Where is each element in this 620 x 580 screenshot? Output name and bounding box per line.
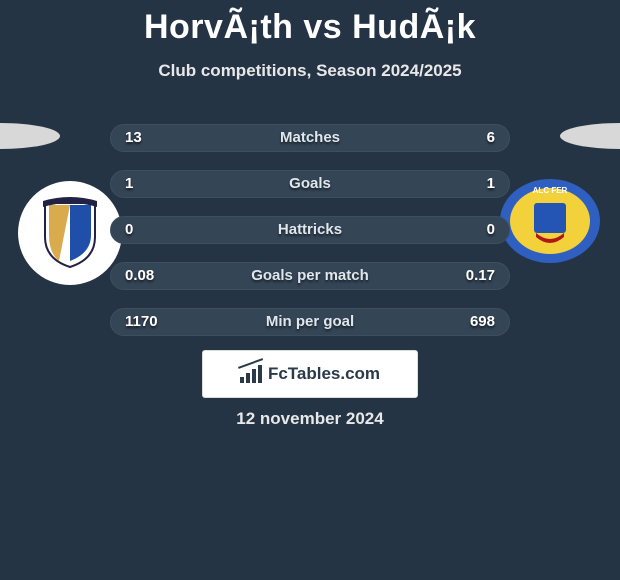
club-crest-right: ALC FER: [500, 179, 600, 263]
svg-text:ALC FER: ALC FER: [533, 186, 568, 195]
stat-right-value: 1: [473, 171, 509, 199]
stat-row-min-per-goal: 1170 Min per goal 698: [110, 308, 510, 336]
club-badge-icon: ALC FER: [500, 179, 600, 263]
shield-icon: [41, 197, 99, 269]
chart-icon: [240, 365, 262, 383]
snapshot-date: 12 november 2024: [0, 409, 620, 429]
page-title: HorvÃ¡th vs HudÃ¡k: [0, 0, 620, 47]
club-crest-left: [18, 181, 122, 285]
stat-row-matches: 13 Matches 6: [110, 124, 510, 152]
source-label: FcTables.com: [268, 364, 380, 384]
stat-label: Goals: [111, 171, 509, 199]
stat-row-goals-per-match: 0.08 Goals per match 0.17: [110, 262, 510, 290]
stats-table: 13 Matches 6 1 Goals 1 0 Hattricks 0 0.0…: [110, 124, 510, 354]
stat-label: Matches: [111, 125, 509, 153]
player-photo-placeholder-right: [560, 123, 620, 149]
page-subtitle: Club competitions, Season 2024/2025: [0, 61, 620, 81]
stat-label: Min per goal: [111, 309, 509, 337]
stat-right-value: 0.17: [452, 263, 509, 291]
stat-label: Goals per match: [111, 263, 509, 291]
stat-label: Hattricks: [111, 217, 509, 245]
stat-right-value: 6: [473, 125, 509, 153]
stat-right-value: 698: [456, 309, 509, 337]
player-photo-placeholder-left: [0, 123, 60, 149]
stat-right-value: 0: [473, 217, 509, 245]
stat-row-goals: 1 Goals 1: [110, 170, 510, 198]
source-badge[interactable]: FcTables.com: [202, 350, 418, 398]
stat-row-hattricks: 0 Hattricks 0: [110, 216, 510, 244]
